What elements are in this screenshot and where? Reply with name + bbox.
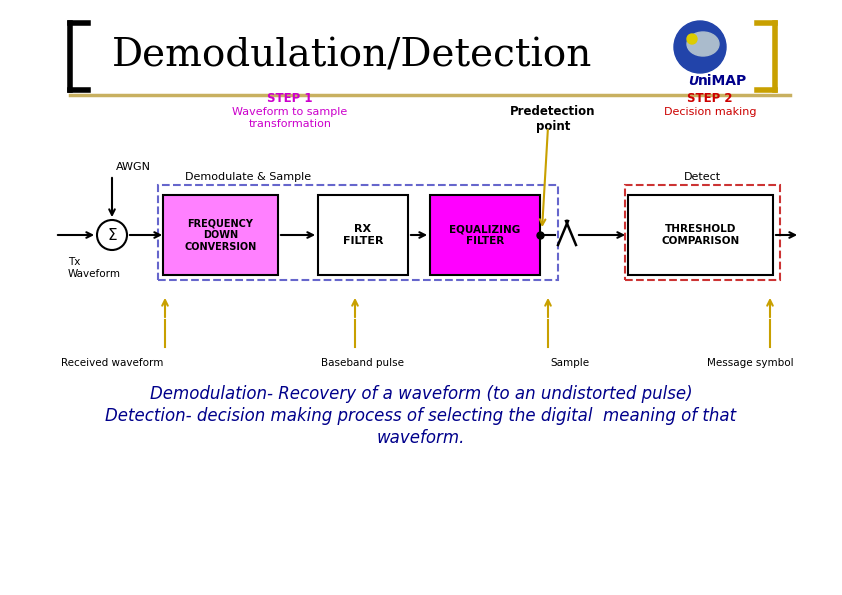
Text: STEP 2: STEP 2 <box>687 92 733 105</box>
Text: Received waveform: Received waveform <box>61 358 163 368</box>
Bar <box>625 185 780 280</box>
Text: Waveform to sample
transformation: Waveform to sample transformation <box>232 107 348 129</box>
Text: THRESHOLD
COMPARISON: THRESHOLD COMPARISON <box>661 224 739 246</box>
Text: Detection- decision making process of selecting the digital  meaning of that: Detection- decision making process of se… <box>105 407 737 425</box>
Bar <box>628 195 773 275</box>
Text: U: U <box>688 74 698 87</box>
Text: Detect: Detect <box>684 172 721 182</box>
Text: AWGN: AWGN <box>116 162 151 172</box>
Text: Decision making: Decision making <box>663 107 756 117</box>
Text: Message symbol: Message symbol <box>706 358 793 368</box>
Bar <box>163 195 278 275</box>
Circle shape <box>674 21 726 73</box>
Text: waveform.: waveform. <box>377 429 465 447</box>
Text: STEP 1: STEP 1 <box>267 92 312 105</box>
Text: Baseband pulse: Baseband pulse <box>322 358 404 368</box>
Text: Σ: Σ <box>107 227 117 243</box>
Ellipse shape <box>687 32 719 56</box>
Bar <box>158 185 558 280</box>
Text: FREQUENCY
DOWN
CONVERSION: FREQUENCY DOWN CONVERSION <box>184 218 257 252</box>
Text: Demodulation- Recovery of a waveform (to an undistorted pulse): Demodulation- Recovery of a waveform (to… <box>150 385 692 403</box>
Bar <box>430 195 540 275</box>
Text: Sample: Sample <box>551 358 589 368</box>
Text: Demodulate & Sample: Demodulate & Sample <box>185 172 311 182</box>
Text: RX
FILTER: RX FILTER <box>343 224 383 246</box>
Bar <box>318 195 408 275</box>
Text: EQUALIZING
FILTER: EQUALIZING FILTER <box>450 224 520 246</box>
Text: niMAP: niMAP <box>698 74 747 88</box>
Text: Predetection
point: Predetection point <box>510 105 596 133</box>
Circle shape <box>687 34 697 44</box>
Text: Demodulation/Detection: Demodulation/Detection <box>112 37 593 74</box>
Text: Tx
Waveform: Tx Waveform <box>68 257 121 278</box>
